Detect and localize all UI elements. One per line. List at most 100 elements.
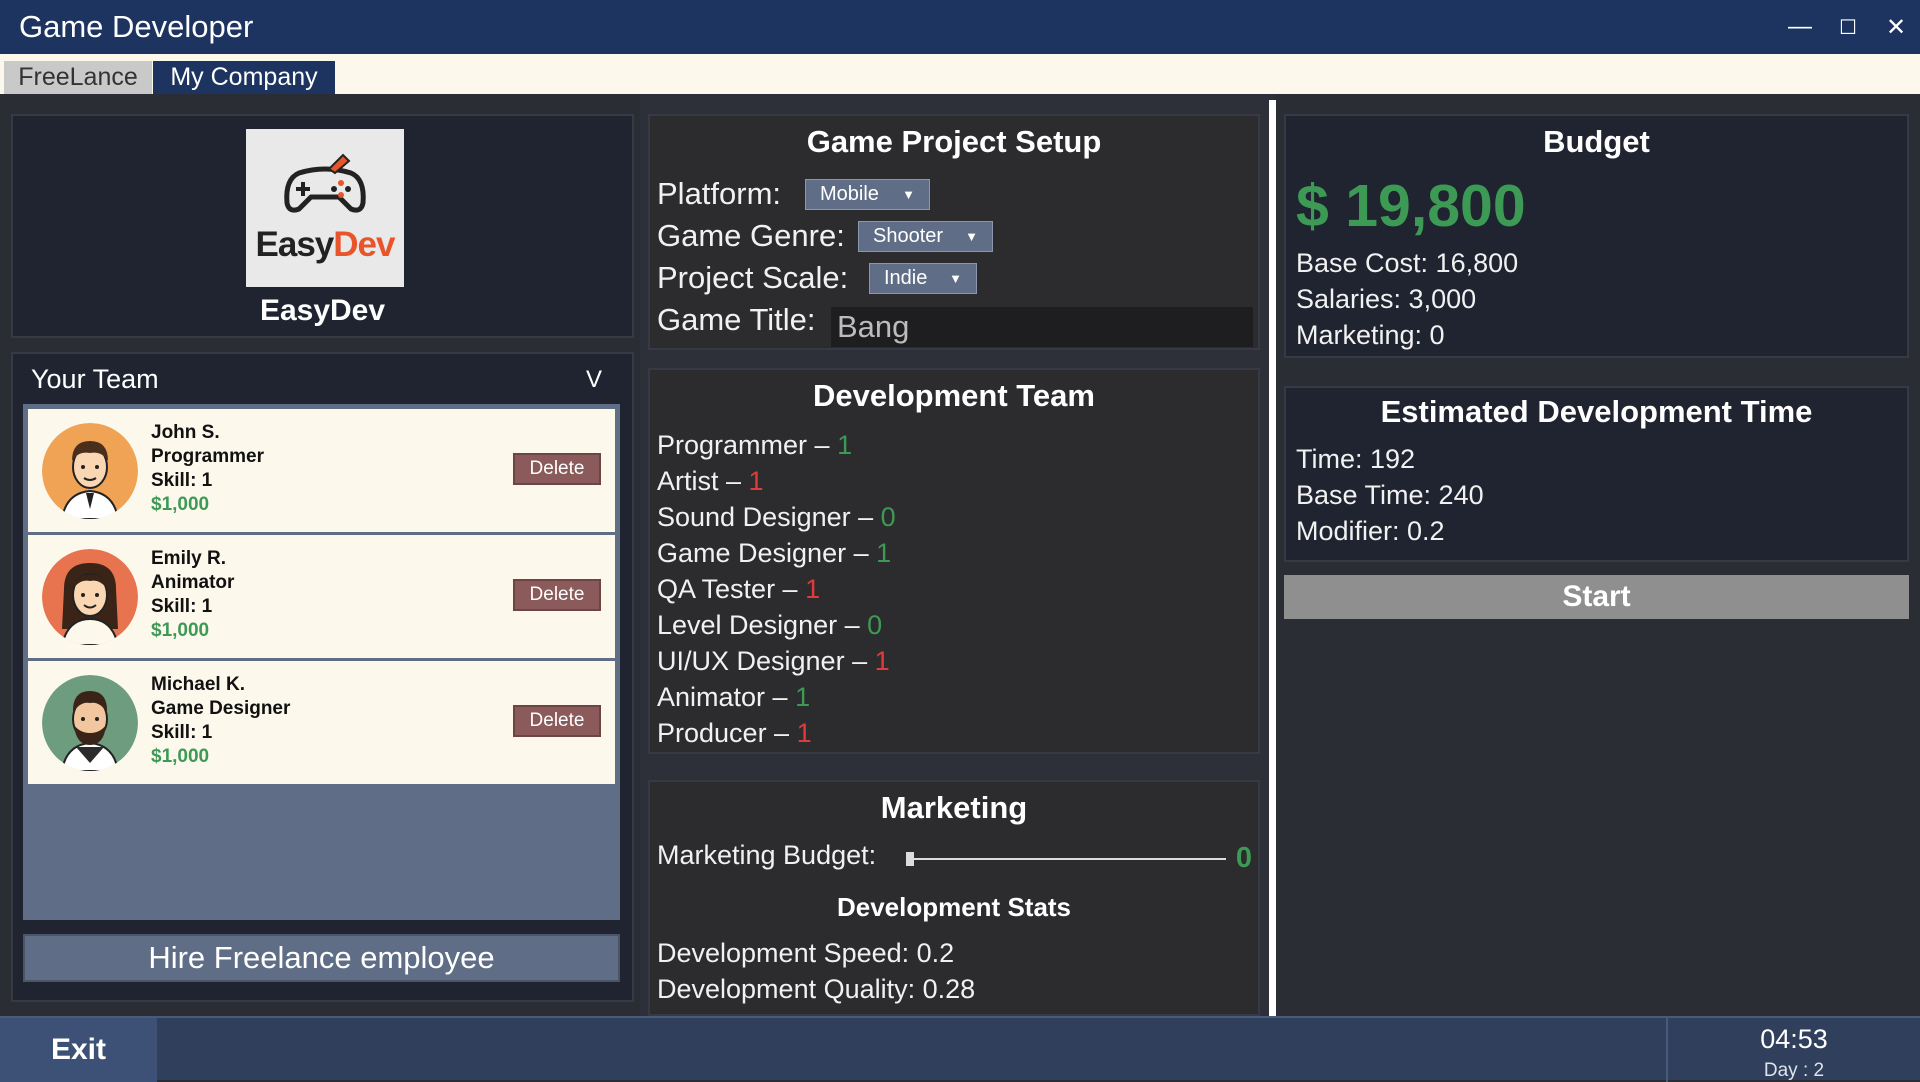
marketing-budget-slider-handle[interactable] bbox=[906, 852, 914, 866]
tab-my-company[interactable]: My Company bbox=[153, 61, 335, 94]
column-divider bbox=[1269, 100, 1276, 1016]
team-member-card: Michael K. Game Designer Skill: 1 $1,000… bbox=[28, 661, 615, 784]
development-quality: Development Quality: 0.28 bbox=[657, 974, 976, 1004]
role-label: UI/UX Designer – bbox=[657, 646, 868, 676]
chevron-down-icon: ▼ bbox=[902, 187, 915, 202]
estimated-time: Time: 192 bbox=[1296, 444, 1416, 474]
role-count: 1 bbox=[748, 466, 764, 496]
game-project-setup-panel: Game Project Setup Platform: Mobile ▼ Gam… bbox=[648, 114, 1260, 350]
member-skill: Skill: 1 bbox=[151, 596, 213, 617]
member-role: Animator bbox=[151, 572, 235, 593]
member-name: Emily R. bbox=[151, 548, 226, 569]
hire-freelance-button[interactable]: Hire Freelance employee bbox=[23, 934, 620, 982]
game-title-label: Game Title: bbox=[657, 302, 816, 337]
role-count: 1 bbox=[837, 430, 853, 460]
role-count: 1 bbox=[796, 718, 812, 748]
estimated-time-panel: Estimated Development Time Time: 192 Bas… bbox=[1284, 386, 1909, 562]
genre-value: Shooter bbox=[873, 225, 944, 247]
genre-dropdown[interactable]: Shooter ▼ bbox=[858, 221, 993, 252]
role-count: 1 bbox=[795, 682, 811, 712]
role-label: Animator – bbox=[657, 682, 788, 712]
role-count: 1 bbox=[876, 538, 892, 568]
gamepad-icon bbox=[284, 153, 366, 213]
member-name: John S. bbox=[151, 422, 220, 443]
platform-label: Platform: bbox=[657, 176, 782, 211]
role-count: 1 bbox=[805, 574, 821, 604]
scale-dropdown[interactable]: Indie ▼ bbox=[869, 263, 977, 294]
member-skill: Skill: 1 bbox=[151, 470, 213, 491]
budget-panel: Budget $ 19,800 Base Cost: 16,800 Salari… bbox=[1284, 114, 1909, 358]
member-skill: Skill: 1 bbox=[151, 722, 213, 743]
maximize-icon[interactable]: ☐ bbox=[1839, 16, 1857, 39]
role-count: 1 bbox=[874, 646, 890, 676]
member-salary: $1,000 bbox=[151, 746, 210, 767]
marketing-budget-label: Marketing Budget: bbox=[657, 840, 877, 870]
tab-strip: FreeLance My Company bbox=[0, 54, 1920, 94]
member-role: Game Designer bbox=[151, 698, 291, 719]
scale-value: Indie bbox=[884, 267, 928, 289]
development-speed: Development Speed: 0.2 bbox=[657, 938, 955, 968]
role-label: Artist – bbox=[657, 466, 742, 496]
salaries: Salaries: 3,000 bbox=[1296, 284, 1477, 314]
role-row: Game Designer – 1 bbox=[657, 538, 891, 569]
avatar bbox=[42, 549, 138, 645]
close-icon[interactable]: ✕ bbox=[1885, 13, 1907, 41]
marketing-budget-value: 0 bbox=[1235, 842, 1252, 874]
development-team-panel: Development Team Programmer – 1 Artist – … bbox=[648, 368, 1260, 754]
role-row: Animator – 1 bbox=[657, 682, 810, 713]
start-button[interactable]: Start bbox=[1284, 575, 1909, 619]
role-label: Programmer – bbox=[657, 430, 830, 460]
member-info: Emily R. Animator Skill: 1 $1,000 bbox=[151, 547, 234, 643]
budget-amount: $ 19,800 bbox=[1296, 173, 1526, 239]
game-title-input[interactable]: Bang bbox=[831, 307, 1253, 347]
clock-divider bbox=[1666, 1018, 1668, 1082]
member-name: Michael K. bbox=[151, 674, 245, 695]
dev-team-title: Development Team bbox=[813, 378, 1095, 413]
role-label: Producer – bbox=[657, 718, 790, 748]
role-label: Level Designer – bbox=[657, 610, 860, 640]
role-label: QA Tester – bbox=[657, 574, 798, 604]
delete-member-button[interactable]: Delete bbox=[513, 579, 601, 611]
team-collapse-toggle[interactable]: V bbox=[585, 366, 602, 393]
game-day: Day : 2 bbox=[1763, 1060, 1825, 1081]
delete-member-button[interactable]: Delete bbox=[513, 705, 601, 737]
main-content: EasyDev EasyDev Your Team V John S. Prog… bbox=[0, 94, 1920, 1016]
game-clock: 04:53 bbox=[1760, 1024, 1828, 1054]
platform-dropdown[interactable]: Mobile ▼ bbox=[805, 179, 930, 210]
logo-wordmark: EasyDev bbox=[255, 225, 396, 264]
dev-stats-title: Development Stats bbox=[836, 892, 1072, 922]
setup-title: Game Project Setup bbox=[806, 124, 1102, 159]
bottom-bar: Exit 04:53 Day : 2 bbox=[0, 1016, 1920, 1082]
role-row: QA Tester – 1 bbox=[657, 574, 820, 605]
tab-freelance[interactable]: FreeLance bbox=[4, 61, 152, 94]
team-member-card: John S. Programmer Skill: 1 $1,000 Delet… bbox=[28, 409, 615, 532]
company-logo: EasyDev bbox=[246, 129, 404, 287]
role-row: Programmer – 1 bbox=[657, 430, 852, 461]
role-count: 0 bbox=[867, 610, 883, 640]
team-header: Your Team bbox=[31, 364, 159, 394]
marketing-title: Marketing bbox=[880, 790, 1028, 825]
time-modifier: Modifier: 0.2 bbox=[1296, 516, 1445, 546]
team-list[interactable]: John S. Programmer Skill: 1 $1,000 Delet… bbox=[23, 404, 620, 920]
marketing-budget-slider-track[interactable] bbox=[908, 858, 1226, 860]
delete-member-button[interactable]: Delete bbox=[513, 453, 601, 485]
member-role: Programmer bbox=[151, 446, 264, 467]
scale-label: Project Scale: bbox=[657, 260, 849, 295]
base-time: Base Time: 240 bbox=[1296, 480, 1484, 510]
role-row: Sound Designer – 0 bbox=[657, 502, 896, 533]
role-row: Level Designer – 0 bbox=[657, 610, 882, 641]
minimize-icon[interactable]: — bbox=[1788, 13, 1812, 40]
team-member-card: Emily R. Animator Skill: 1 $1,000 Delete bbox=[28, 535, 615, 658]
avatar bbox=[42, 675, 138, 771]
company-card: EasyDev EasyDev bbox=[11, 114, 634, 338]
exit-button[interactable]: Exit bbox=[0, 1018, 157, 1082]
chevron-down-icon: ▼ bbox=[949, 271, 962, 286]
chevron-down-icon: ▼ bbox=[965, 229, 978, 244]
marketing-cost: Marketing: 0 bbox=[1296, 320, 1445, 350]
avatar bbox=[42, 423, 138, 519]
role-label: Sound Designer – bbox=[657, 502, 874, 532]
window-controls: — ☐ ✕ bbox=[1776, 0, 1920, 54]
platform-value: Mobile bbox=[820, 183, 879, 205]
budget-title: Budget bbox=[1543, 124, 1650, 159]
marketing-panel: Marketing Marketing Budget: 0 Developmen… bbox=[648, 780, 1260, 1016]
